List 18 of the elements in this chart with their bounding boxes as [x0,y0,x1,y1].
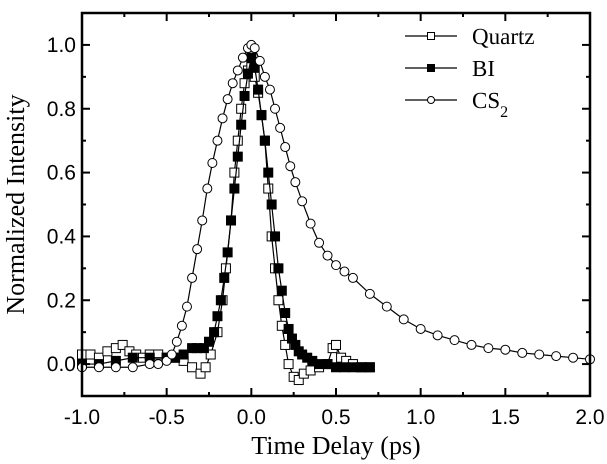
y-tick-label: 0.4 [46,225,76,248]
x-tick-label: 2.0 [575,406,605,429]
x-tick-label: -1.0 [64,406,100,429]
x-tick-label: 0.5 [321,406,351,429]
x-tick-label: 0.0 [236,406,266,429]
y-tick-label: 0.8 [46,98,76,121]
y-tick-label: 1.0 [46,34,76,57]
legend-label: CS$_{2}$ [472,88,508,120]
y-axis-title: Normalized Intensity [1,94,30,315]
legend-label: Quartz [472,24,535,49]
x-tick-label: 1.5 [490,406,520,429]
y-tick-label: 0.2 [46,289,76,312]
legend-label: BI [472,56,495,81]
x-axis-title: Time Delay (ps) [251,431,421,460]
y-tick-label: 0.6 [46,162,76,185]
x-tick-label: -0.5 [148,406,185,429]
x-tick-label: 1.0 [406,406,436,429]
y-tick-label: 0.0 [46,353,76,376]
